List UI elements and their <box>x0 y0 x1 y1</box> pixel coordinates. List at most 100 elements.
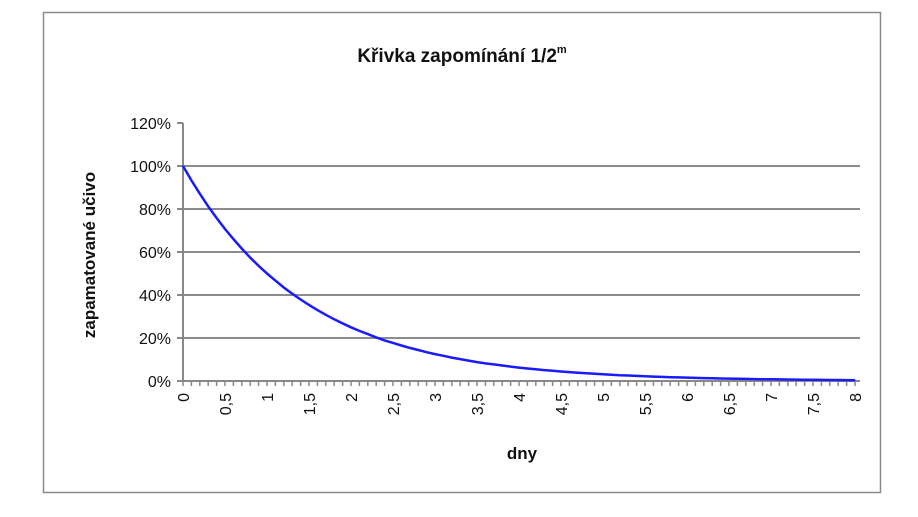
data-point <box>770 378 772 380</box>
x-tick-label: 3 <box>428 393 445 402</box>
data-point <box>459 358 461 360</box>
data-point <box>627 374 629 377</box>
data-point <box>678 376 680 379</box>
data-point <box>417 349 419 351</box>
data-point <box>703 377 705 379</box>
x-tick-label: 1 <box>260 393 277 402</box>
data-point <box>442 355 444 357</box>
data-point <box>308 304 310 306</box>
data-point <box>669 376 671 378</box>
data-point <box>400 344 402 347</box>
data-point <box>375 336 377 338</box>
x-axis-label: dny <box>507 444 538 463</box>
data-point <box>585 372 587 374</box>
data-point <box>224 228 226 230</box>
data-point <box>274 279 276 282</box>
x-tick-label: 6 <box>680 393 697 402</box>
x-tick-label: 0,5 <box>218 393 235 415</box>
data-point <box>804 379 806 381</box>
data-point <box>686 377 688 379</box>
y-tick-label: 20% <box>139 331 171 348</box>
data-point <box>594 373 596 375</box>
series-layer <box>181 165 856 382</box>
data-point <box>426 351 428 353</box>
y-axis-label: zapamatované učivo <box>80 172 99 338</box>
data-point <box>694 377 697 379</box>
data-point <box>350 326 352 328</box>
x-tick-label: 4,5 <box>554 393 571 415</box>
data-point <box>451 356 453 359</box>
data-point <box>711 377 713 379</box>
data-point <box>476 361 478 363</box>
data-point <box>812 379 814 381</box>
data-point <box>258 265 260 267</box>
x-tick-label: 1,5 <box>302 393 319 415</box>
data-point <box>493 363 495 366</box>
data-point <box>207 205 209 208</box>
data-point <box>510 365 512 368</box>
data-point <box>652 375 655 378</box>
data-point <box>526 367 529 370</box>
data-point <box>216 217 218 219</box>
y-axis-ticks: 0% 20% 40% 60% 80% 100% 120% <box>130 116 183 391</box>
data-point <box>787 378 789 381</box>
y-tick-label: 120% <box>130 116 171 133</box>
x-tick-label: 4 <box>512 393 529 402</box>
data-point <box>182 165 184 167</box>
data-point <box>552 370 554 372</box>
chart-title-superscript: m <box>557 44 567 56</box>
data-point <box>241 247 243 250</box>
x-tick-label: 7 <box>764 393 781 402</box>
data-point <box>190 179 192 182</box>
x-tick-label: 7,5 <box>806 393 823 415</box>
data-point <box>468 359 470 362</box>
x-axis-ticks: 0 0,5 1 1,5 2 2,5 3 3,5 4 4,5 5 5,5 6 6,5 7 7,5 8 <box>176 381 865 415</box>
data-point <box>820 379 823 381</box>
data-point <box>434 353 436 355</box>
data-point <box>266 272 268 275</box>
data-point <box>602 373 604 375</box>
y-tick-label: 100% <box>130 159 171 176</box>
data-point <box>778 378 781 381</box>
data-point <box>333 318 335 320</box>
data-point <box>577 372 579 374</box>
data-point <box>661 376 663 378</box>
data-point <box>484 362 486 364</box>
data-point <box>728 378 730 380</box>
data-point <box>249 256 251 259</box>
data-point <box>568 371 571 373</box>
x-tick-label: 5 <box>596 393 613 402</box>
data-point <box>291 293 293 295</box>
data-point <box>619 374 621 376</box>
data-point <box>636 375 638 377</box>
data-point <box>199 193 201 195</box>
data-point <box>232 238 234 240</box>
data-point <box>342 322 344 324</box>
data-point <box>543 369 545 371</box>
data-point <box>753 378 755 380</box>
data-point <box>384 339 386 341</box>
x-tick-label: 2,5 <box>386 393 403 415</box>
data-point <box>736 378 739 380</box>
data-point <box>720 377 722 380</box>
data-point <box>837 379 839 381</box>
data-point <box>829 379 831 381</box>
chart-title: Křivka zapomínání 1/2m <box>357 44 567 67</box>
data-point <box>409 347 411 349</box>
data-point <box>644 375 646 377</box>
data-point <box>392 342 394 344</box>
x-tick-label: 0 <box>176 393 193 402</box>
y-tick-label: 40% <box>139 288 171 305</box>
data-point <box>283 286 285 289</box>
y-tick-label: 0% <box>148 374 171 391</box>
x-tick-label: 3,5 <box>470 393 487 415</box>
data-point <box>518 366 520 369</box>
y-tick-label: 80% <box>139 202 171 219</box>
x-tick-label: 5,5 <box>638 393 655 415</box>
data-point <box>325 314 327 316</box>
data-point <box>762 378 764 380</box>
data-point <box>535 368 537 370</box>
x-tick-label: 2 <box>344 393 361 402</box>
y-tick-label: 60% <box>139 245 171 262</box>
data-point <box>854 379 856 381</box>
